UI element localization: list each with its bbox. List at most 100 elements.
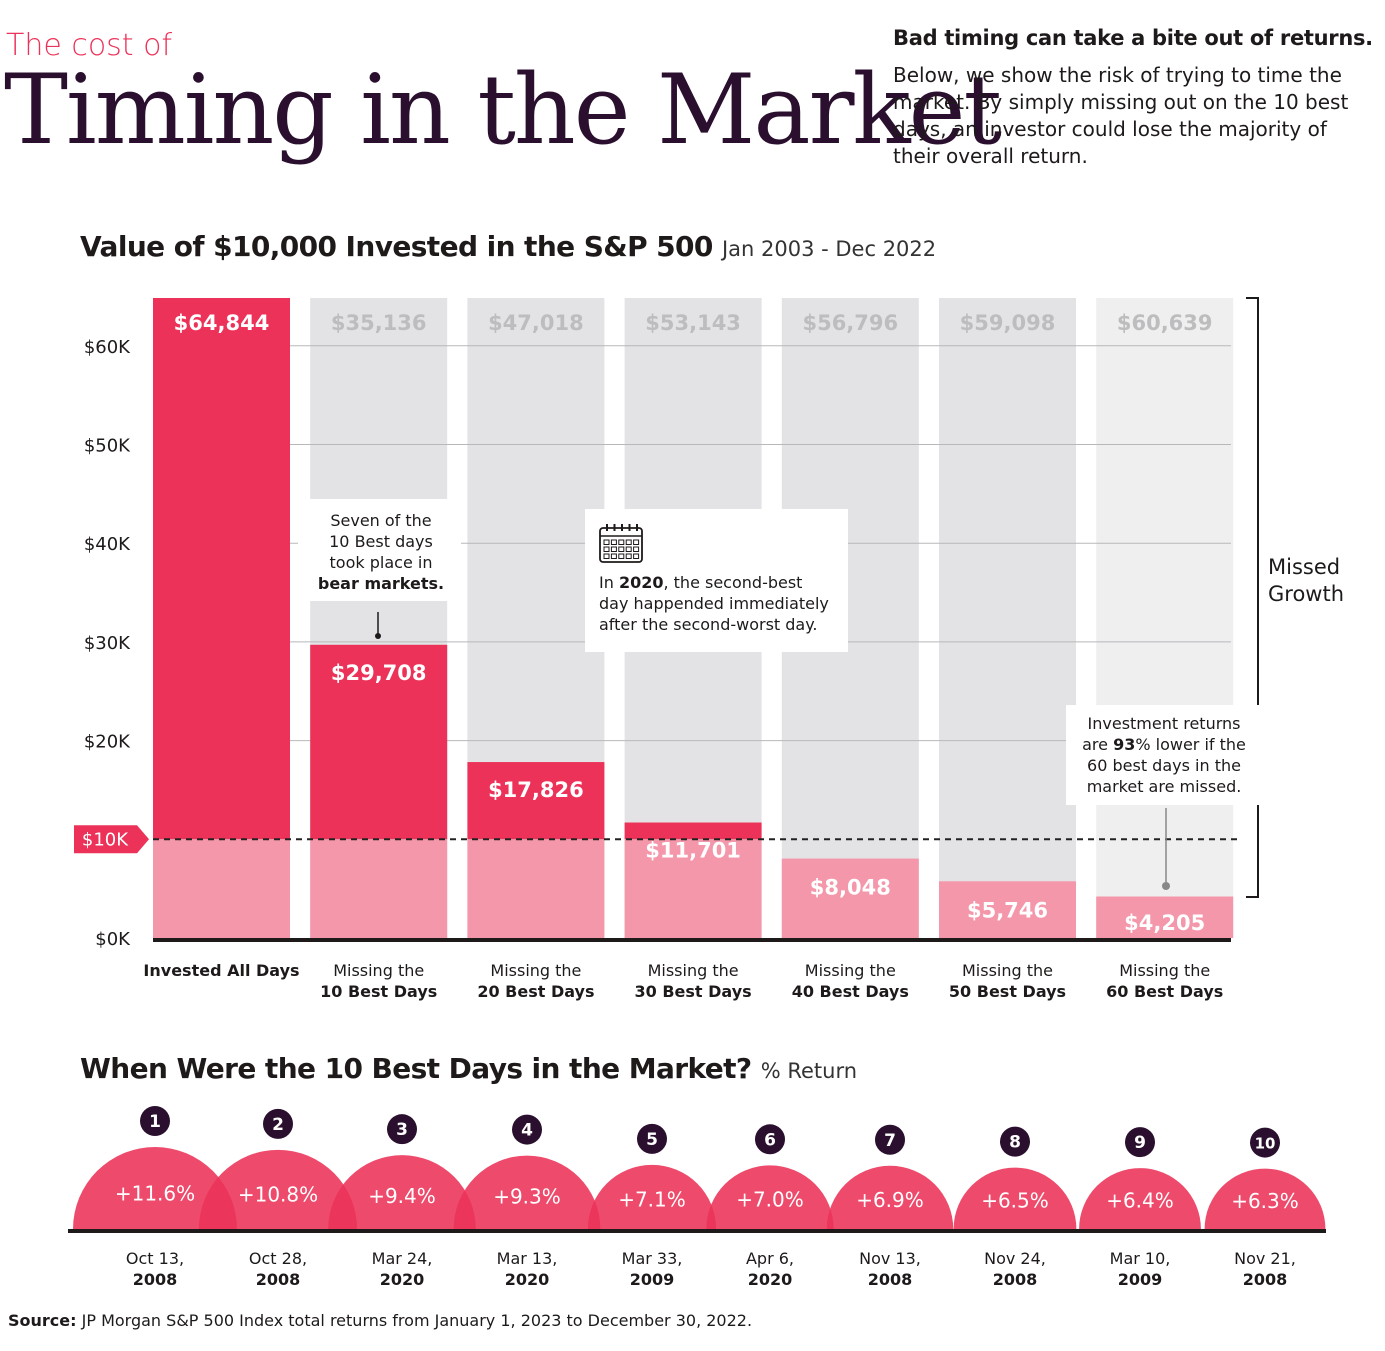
category-label: 40 Best Days <box>792 982 909 1001</box>
y-tick-label: $60K <box>84 337 131 358</box>
annotation-line: 60 best days in the <box>1087 756 1241 775</box>
calendar-icon-day <box>633 546 640 552</box>
best-day-semicircle <box>328 1155 476 1229</box>
source-label: Source: <box>8 1311 77 1330</box>
rank-badge <box>875 1124 905 1155</box>
category-label: 30 Best Days <box>635 982 752 1001</box>
annotation-line: Investment returns <box>1088 714 1241 733</box>
annotation-line-segment: took place in <box>330 553 433 572</box>
best-day-value-label: +10.8% <box>238 1182 318 1206</box>
annotation-line: day happended immediately <box>599 594 829 613</box>
missed-growth-bg <box>939 298 1076 938</box>
y-tick-label: $30K <box>84 633 131 654</box>
chart2-title: When Were the 10 Best Days in the Market… <box>80 1052 752 1085</box>
annotation-pointer-dot <box>1162 882 1170 890</box>
annotation-line: bear markets. <box>318 574 444 593</box>
missed-growth-label: $35,136 <box>331 311 427 335</box>
bar-value-label: $5,746 <box>967 898 1048 922</box>
best-day-date: Nov 24, <box>984 1249 1046 1268</box>
rank-badge-label: 2 <box>272 1115 284 1135</box>
category-label: 50 Best Days <box>949 982 1066 1001</box>
calendar-icon-day <box>603 546 610 552</box>
rank-badge <box>1125 1127 1155 1158</box>
best-day-value-label: +7.1% <box>618 1188 686 1212</box>
category-label: Missing the <box>1119 961 1210 980</box>
calendar-icon-day <box>633 553 640 559</box>
best-day-year: 2020 <box>748 1270 793 1289</box>
bar-below-10k <box>467 839 605 938</box>
best-day-value-label: +11.6% <box>115 1181 195 1205</box>
category-label: 60 Best Days <box>1106 982 1223 1001</box>
calendar-icon-day <box>610 539 617 545</box>
category-label: Missing the <box>962 961 1053 980</box>
best-day-date: Nov 21, <box>1234 1249 1296 1268</box>
best-day-semicircle <box>453 1155 601 1229</box>
category-label: Missing the <box>333 961 424 980</box>
reference-tag <box>74 825 149 854</box>
chart2-title-row: When Were the 10 Best Days in the Market… <box>80 1052 857 1085</box>
x-axis-line <box>153 938 1231 942</box>
annotation-line: are 93% lower if the <box>1082 735 1246 754</box>
calendar-icon-day <box>625 539 632 545</box>
best-day-date: Oct 13, <box>126 1249 184 1268</box>
annotation-line: Seven of the <box>330 511 431 530</box>
calendar-icon-day <box>618 553 625 559</box>
missed-growth-bg <box>1096 298 1234 938</box>
rank-badge-label: 9 <box>1134 1133 1146 1153</box>
missed-growth-label: $53,143 <box>645 311 741 335</box>
annotation-line-segment: 10 Best days <box>329 532 433 551</box>
rank-badge-label: 8 <box>1009 1133 1021 1153</box>
intro-text: Below, we show the risk of trying to tim… <box>893 63 1349 168</box>
category-label: Missing the <box>490 961 581 980</box>
annotation-line-segment: 60 best days in the <box>1087 756 1241 775</box>
calendar-icon-day <box>603 553 610 559</box>
bar-above-10k <box>467 762 605 840</box>
chart1-title-row: Value of $10,000 Invested in the S&P 500… <box>80 230 936 263</box>
intro-headline: Bad timing can take a bite out of return… <box>893 26 1373 50</box>
best-day-date: Apr 6, <box>746 1249 794 1268</box>
calendar-icon-day <box>633 539 640 545</box>
annotation-line-segment: day happended immediately <box>599 594 829 613</box>
missed-growth-label: $47,018 <box>488 311 584 335</box>
annotation-line-segment: , the second-best <box>663 573 802 592</box>
best-day-date: Mar 10, <box>1110 1249 1171 1268</box>
annotation-line-segment: bear markets. <box>318 574 444 593</box>
best-day-year: 2008 <box>993 1270 1038 1289</box>
rank-badge <box>755 1124 785 1155</box>
bar-value <box>939 881 1076 938</box>
best-day-semicircle <box>73 1147 237 1229</box>
best-day-date: Oct 28, <box>249 1249 307 1268</box>
category-label: Invested All Days <box>143 961 299 980</box>
best-day-value-label: +6.4% <box>1106 1189 1174 1213</box>
chart2-subtitle: % Return <box>760 1059 858 1083</box>
category-label: 10 Best Days <box>320 982 437 1001</box>
bar-value <box>1096 896 1234 938</box>
annotation-line-segment: 93 <box>1113 735 1135 754</box>
annotation-line-segment: In <box>599 573 619 592</box>
rank-badge-label: 4 <box>521 1121 533 1141</box>
best-day-semicircle <box>198 1149 358 1229</box>
bar-value-label: $4,205 <box>1124 911 1205 935</box>
rank-badge <box>387 1114 417 1145</box>
best-day-date: Mar 33, <box>622 1249 683 1268</box>
annotation-line: In 2020, the second-best <box>599 573 802 592</box>
bar-above-10k <box>153 298 290 840</box>
annotation-line: took place in <box>330 553 433 572</box>
annotation-line-segment: % lower if the <box>1135 735 1246 754</box>
rank-badge-label: 3 <box>396 1120 408 1140</box>
category-label: Missing the <box>648 961 739 980</box>
annotation-line-segment: Seven of the <box>330 511 431 530</box>
best-day-year: 2009 <box>1118 1270 1163 1289</box>
annotation-line-segment: after the second-worst day. <box>599 615 818 634</box>
annotation-line-segment: Investment returns <box>1088 714 1241 733</box>
annotation-line-segment: are <box>1082 735 1113 754</box>
bar-above-10k <box>310 644 448 840</box>
bar-above-10k <box>624 822 762 840</box>
calendar-icon <box>599 524 643 563</box>
bar-value-label: $8,048 <box>810 876 891 900</box>
best-day-date: Nov 13, <box>859 1249 921 1268</box>
rank-badge-label: 6 <box>764 1130 776 1150</box>
best-day-semicircle <box>953 1167 1077 1229</box>
category-label: Missing the <box>805 961 896 980</box>
